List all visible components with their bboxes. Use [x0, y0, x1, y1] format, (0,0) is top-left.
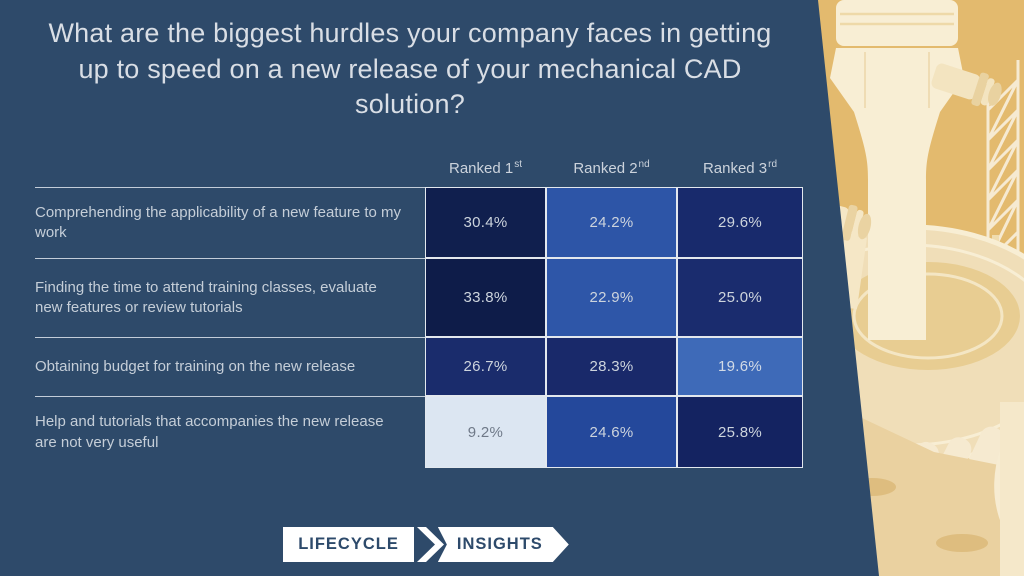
column-header-label: Ranked 3 — [702, 160, 768, 177]
table-cell: 22.9% — [546, 258, 677, 337]
ordinal-suffix: st — [514, 158, 522, 170]
logo-insights-banner: INSIGHTS — [438, 527, 569, 562]
handle-shape — [931, 63, 1002, 107]
table-cell: 24.2% — [546, 187, 677, 258]
column-header-label: Ranked 2 — [573, 160, 638, 177]
logo-chevron-icon — [416, 527, 444, 562]
logo-lifecycle-banner: LIFECYCLE — [283, 527, 414, 562]
table-cell: 9.2% — [425, 396, 546, 468]
table-cell: 28.3% — [546, 337, 677, 396]
table-cell: 25.8% — [677, 396, 803, 468]
table-cell: 33.8% — [425, 258, 546, 337]
table-cell: 30.4% — [425, 187, 546, 258]
table-corner — [35, 150, 425, 187]
logo-lifecycle-text: LIFECYCLE — [298, 535, 399, 553]
row-label: Comprehending the applicability of a new… — [35, 187, 425, 258]
logo-insights-text: INSIGHTS — [456, 535, 543, 553]
truss-icon — [986, 60, 1020, 265]
table-cell: 24.6% — [546, 396, 677, 468]
slide-title: What are the biggest hurdles your compan… — [48, 18, 772, 120]
row-label: Help and tutorials that accompanies the … — [35, 396, 425, 468]
lifecycle-insights-logo: LIFECYCLE INSIGHTS — [0, 527, 852, 562]
cylinder-shape — [830, 0, 964, 340]
table-cell: 26.7% — [425, 337, 546, 396]
ordinal-suffix: nd — [638, 158, 650, 170]
row-label: Obtaining budget for training on the new… — [35, 337, 425, 396]
table-cell: 19.6% — [677, 337, 803, 396]
column-header-label: Ranked 1 — [449, 160, 514, 177]
table-cell: 25.0% — [677, 258, 803, 337]
ordinal-suffix: rd — [768, 158, 778, 170]
row-label: Finding the time to attend training clas… — [35, 258, 425, 337]
table-cell: 29.6% — [677, 187, 803, 258]
